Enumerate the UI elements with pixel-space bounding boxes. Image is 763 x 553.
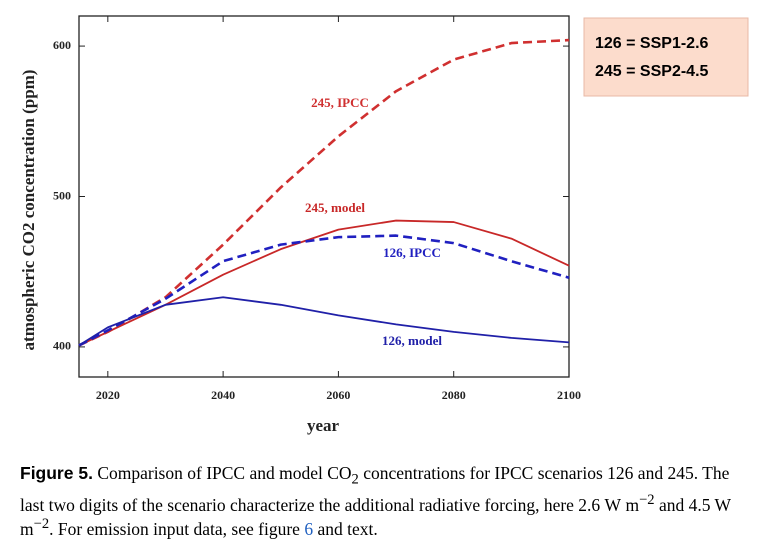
caption-text: and 4.5 W m bbox=[20, 494, 731, 540]
chart: year atmospheric CO2 concentration (ppm)… bbox=[19, 15, 749, 435]
y-axis-label: atmospheric CO2 concentration (ppm) bbox=[19, 70, 38, 351]
plot-frame bbox=[78, 15, 570, 378]
caption-text: . For emission input data, see figure bbox=[49, 519, 305, 540]
caption-text: Comparison of IPCC and model CO bbox=[92, 463, 352, 483]
legend-line: 126 = SSP1-2.6 bbox=[595, 35, 709, 52]
caption-sup: −2 bbox=[33, 516, 50, 533]
y-tick-label: 400 bbox=[53, 339, 71, 353]
caption-sub: 2 bbox=[351, 471, 359, 488]
series-label: 245, IPCC bbox=[311, 95, 369, 110]
caption-sup: −2 bbox=[639, 491, 655, 508]
series-line bbox=[78, 296, 570, 347]
figure-link[interactable]: 6 bbox=[304, 519, 314, 540]
x-tick-label: 2040 bbox=[211, 388, 235, 402]
series-line bbox=[78, 38, 570, 347]
series-label: 126, IPCC bbox=[383, 245, 441, 260]
x-tick-label: 2100 bbox=[557, 388, 581, 402]
caption: Figure 5. Comparison of IPCC and model C… bbox=[20, 463, 748, 539]
caption-text: and text. bbox=[313, 519, 378, 540]
x-tick-label: 2020 bbox=[96, 388, 120, 402]
y-tick-label: 500 bbox=[53, 188, 71, 202]
legend-line: 245 = SSP2-4.5 bbox=[595, 63, 709, 80]
x-tick-label: 2060 bbox=[326, 388, 350, 402]
caption-label: Figure 5. bbox=[20, 463, 93, 483]
series-line bbox=[78, 219, 570, 347]
y-tick-label: 600 bbox=[53, 38, 71, 52]
x-tick-label: 2080 bbox=[442, 388, 466, 402]
caption-text: concentrations for IPCC scenarios 126 an… bbox=[20, 463, 730, 515]
series-label: 126, model bbox=[382, 333, 442, 348]
series-label: 245, model bbox=[305, 200, 365, 215]
legend-box bbox=[583, 17, 749, 97]
x-axis-label: year bbox=[307, 416, 340, 435]
series-line bbox=[78, 234, 570, 347]
